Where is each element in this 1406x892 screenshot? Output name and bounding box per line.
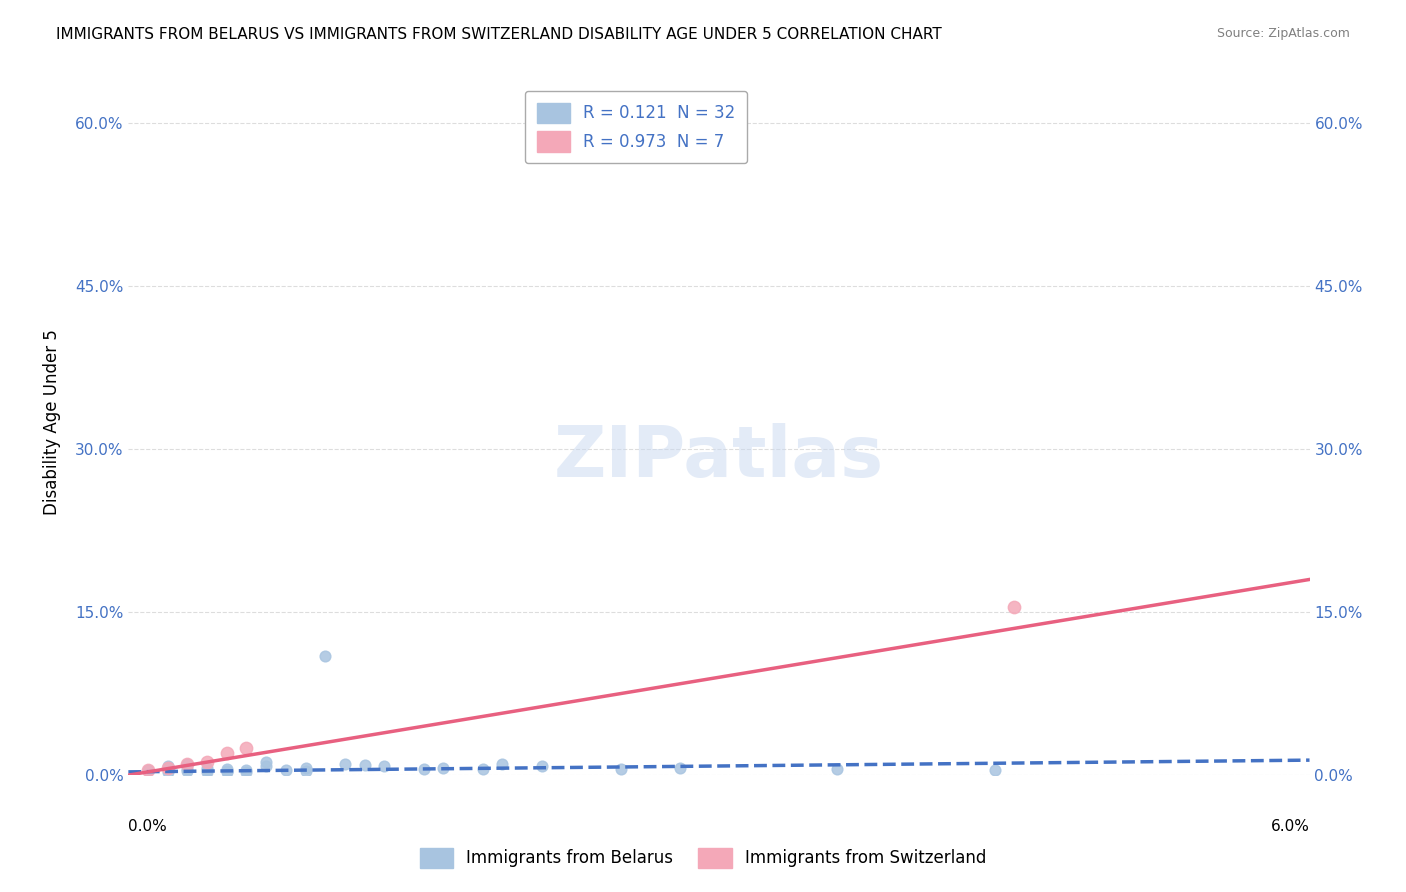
Legend: Immigrants from Belarus, Immigrants from Switzerland: Immigrants from Belarus, Immigrants from… [413, 841, 993, 875]
Point [609, 762, 631, 776]
Point [176, 764, 198, 778]
Point [491, 757, 513, 772]
Point [176, 757, 198, 772]
Point [1002, 599, 1025, 614]
Y-axis label: Disability Age Under 5: Disability Age Under 5 [44, 329, 60, 515]
Point [471, 762, 494, 776]
Point [215, 764, 238, 778]
Point [353, 758, 375, 772]
Point [373, 759, 395, 773]
Point [195, 763, 218, 777]
Point [195, 760, 218, 774]
Text: 6.0%: 6.0% [1271, 819, 1309, 834]
Point [333, 757, 356, 772]
Point [294, 760, 316, 774]
Point [195, 755, 218, 769]
Point [156, 759, 179, 773]
Point [235, 763, 257, 777]
Point [215, 764, 238, 779]
Point [254, 759, 277, 773]
Point [294, 764, 316, 778]
Point [235, 764, 257, 779]
Point [254, 755, 277, 769]
Point [314, 648, 336, 663]
Text: Source: ZipAtlas.com: Source: ZipAtlas.com [1216, 27, 1350, 40]
Point [530, 759, 553, 773]
Point [136, 763, 159, 777]
Point [156, 760, 179, 774]
Text: ZIPatlas: ZIPatlas [554, 423, 884, 491]
Point [215, 747, 238, 761]
Point [274, 763, 297, 777]
Point [412, 762, 434, 776]
Point [176, 757, 198, 772]
Text: 0.0%: 0.0% [128, 819, 167, 834]
Point [156, 764, 179, 779]
Point [983, 763, 1005, 777]
Text: IMMIGRANTS FROM BELARUS VS IMMIGRANTS FROM SWITZERLAND DISABILITY AGE UNDER 5 CO: IMMIGRANTS FROM BELARUS VS IMMIGRANTS FR… [56, 27, 942, 42]
Point [176, 762, 198, 776]
Point [668, 760, 690, 774]
Point [825, 762, 848, 776]
Point [235, 741, 257, 756]
Legend: R = 0.121  N = 32, R = 0.973  N = 7: R = 0.121 N = 32, R = 0.973 N = 7 [524, 91, 748, 163]
Point [136, 763, 159, 777]
Point [215, 762, 238, 776]
Point [432, 760, 454, 774]
Point [195, 764, 218, 779]
